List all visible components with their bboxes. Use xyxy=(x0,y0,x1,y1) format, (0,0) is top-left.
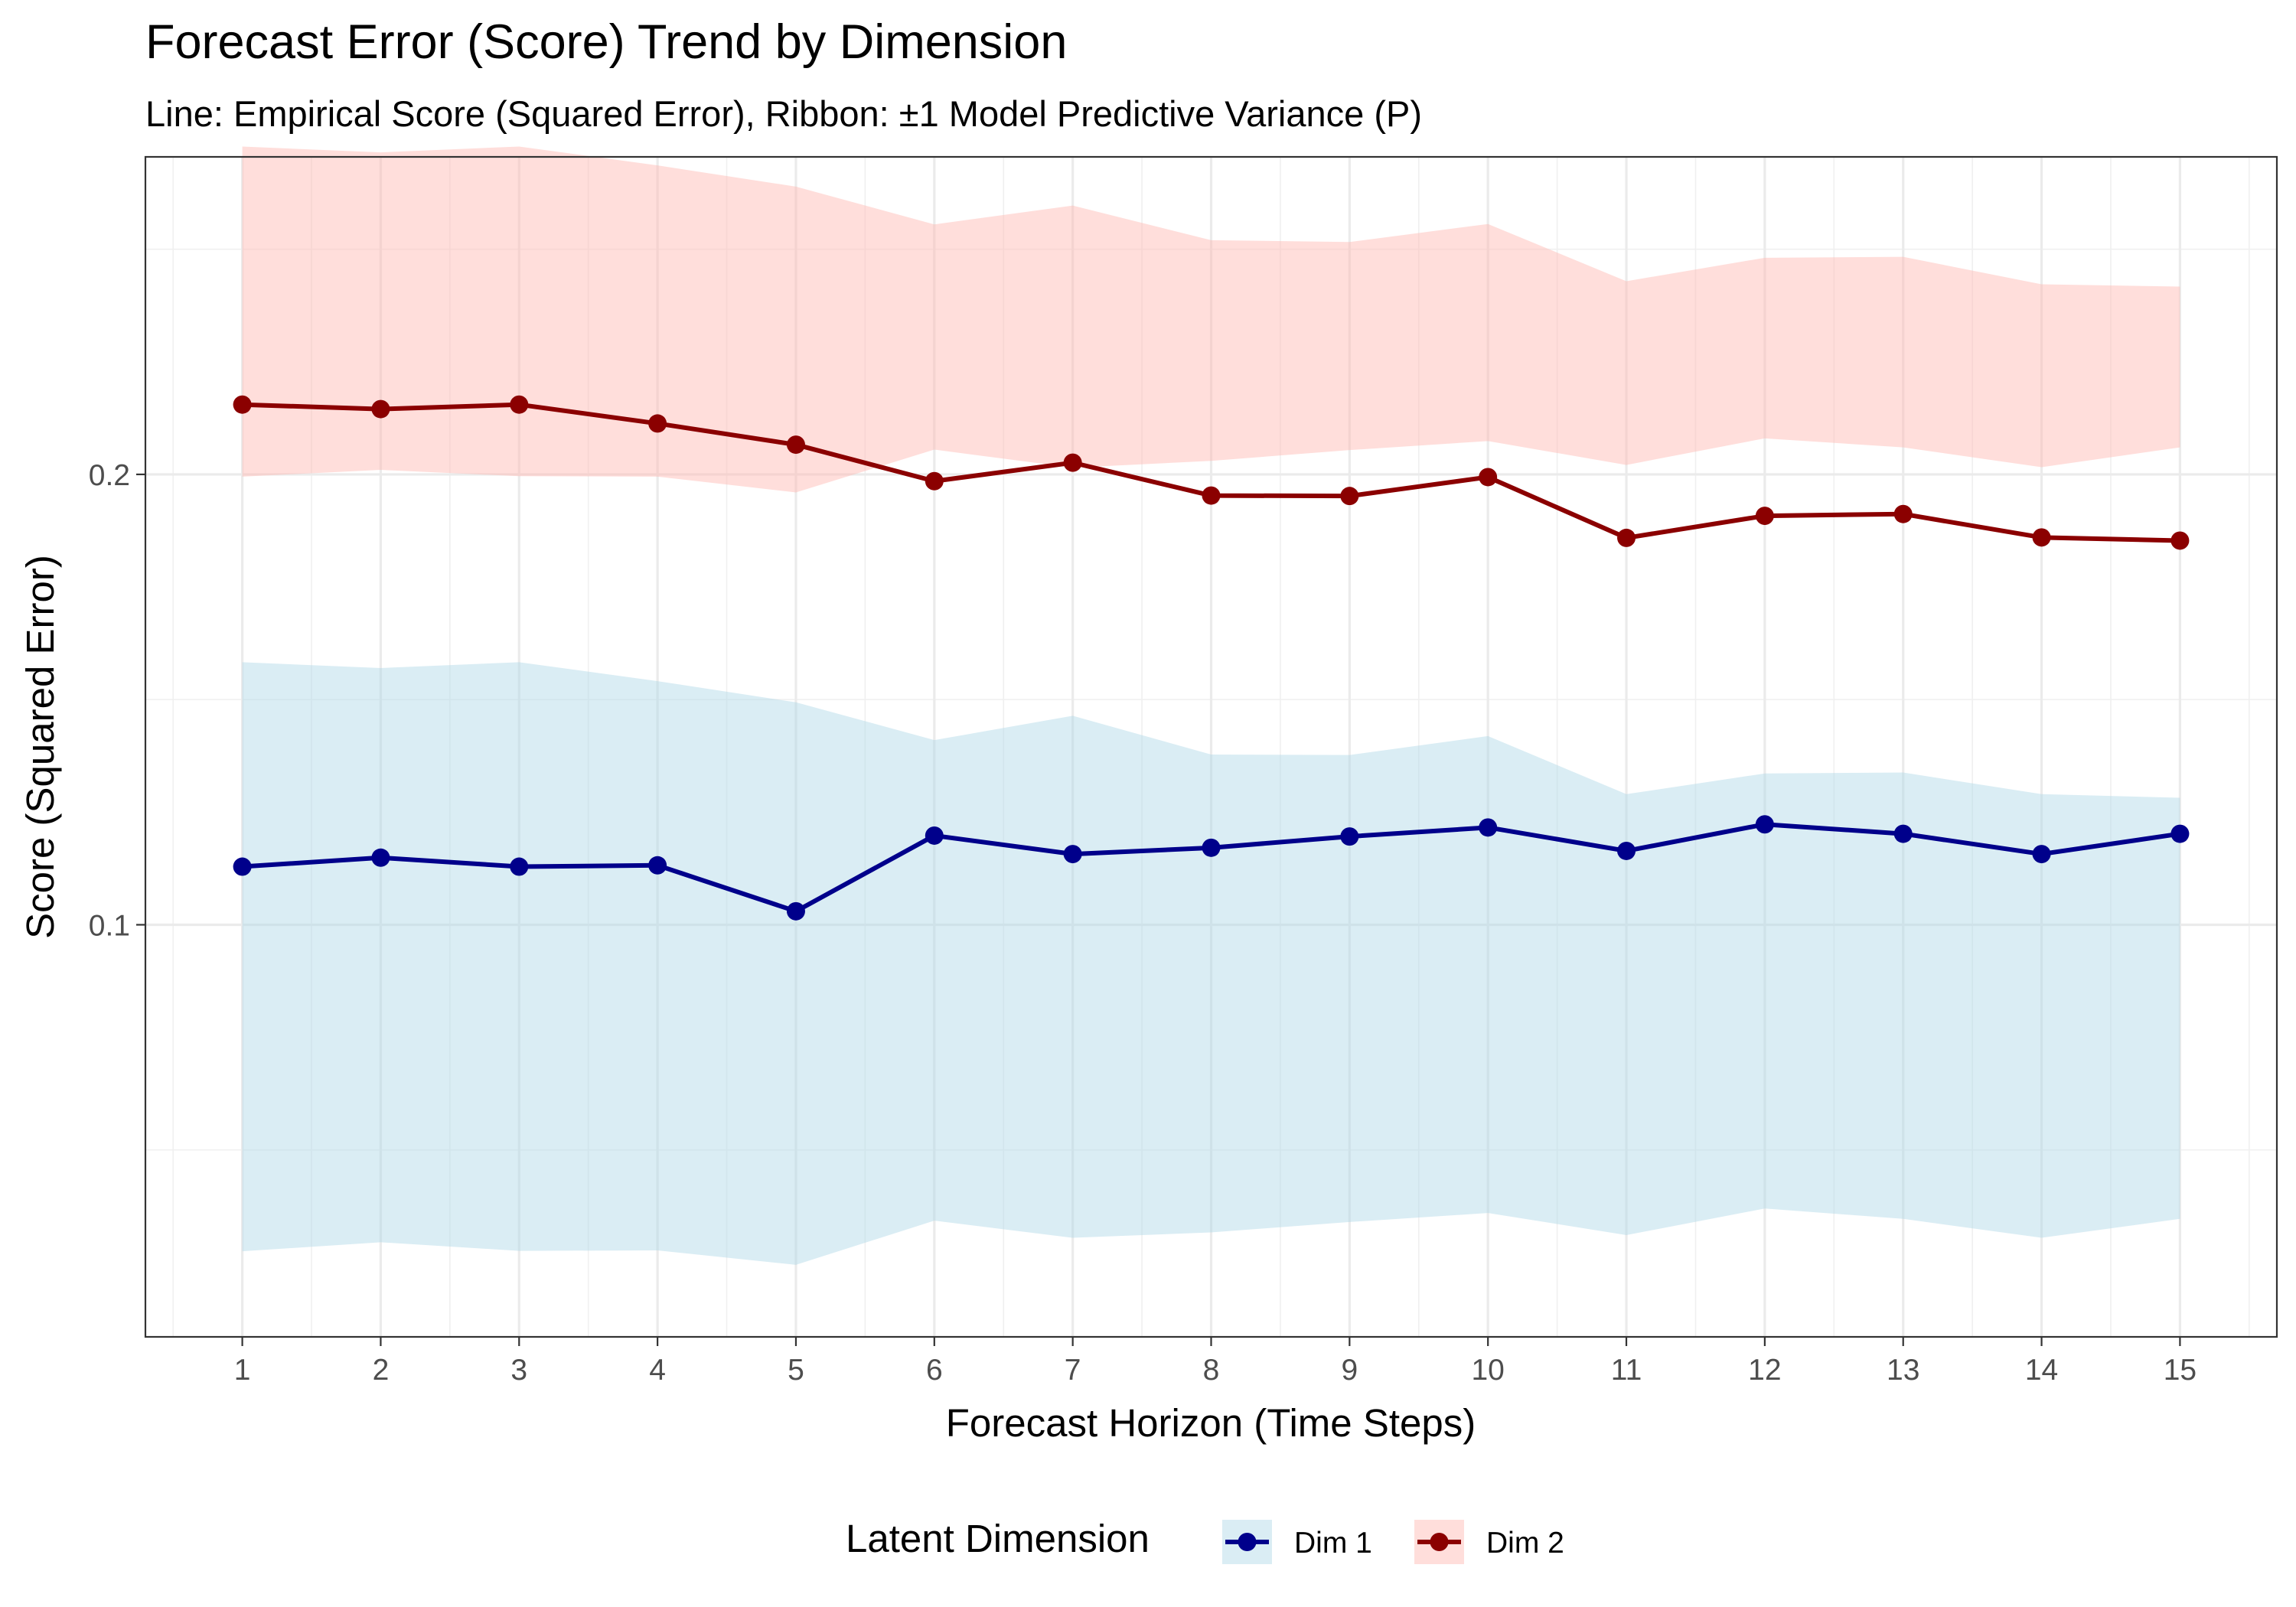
x-tick-label: 9 xyxy=(1341,1354,1358,1387)
plot-area xyxy=(144,146,2278,1338)
x-tick-label: 8 xyxy=(1203,1354,1220,1387)
x-tick-label: 3 xyxy=(510,1354,527,1387)
data-point-series-1 xyxy=(1755,815,1774,834)
data-point-series-1 xyxy=(371,848,390,867)
data-point-series-2 xyxy=(1893,504,1913,523)
data-point-series-1 xyxy=(925,826,944,845)
data-point-series-1 xyxy=(1063,845,1082,864)
x-tick-label: 7 xyxy=(1065,1354,1081,1387)
x-tick-label: 13 xyxy=(1887,1354,1919,1387)
data-point-series-1 xyxy=(1202,838,1221,857)
data-point-series-2 xyxy=(925,471,944,491)
y-tick-label: 0.2 xyxy=(89,459,130,492)
data-point-series-1 xyxy=(786,901,805,921)
data-point-series-2 xyxy=(2032,528,2051,547)
ribbon-1 xyxy=(242,662,2180,1265)
data-point-series-2 xyxy=(1479,468,1498,487)
data-point-series-1 xyxy=(1617,841,1636,860)
chart-title: Forecast Error (Score) Trend by Dimensio… xyxy=(145,15,1067,69)
legend-title: Latent Dimension xyxy=(846,1517,1150,1560)
legend-key-point-2 xyxy=(1430,1533,1449,1551)
x-tick-label: 2 xyxy=(373,1354,390,1387)
data-point-series-2 xyxy=(510,395,529,414)
series-points xyxy=(233,395,2190,921)
x-tick-label: 4 xyxy=(649,1354,666,1387)
data-point-series-1 xyxy=(233,857,252,876)
x-tick-label: 10 xyxy=(1471,1354,1504,1387)
data-point-series-2 xyxy=(648,414,667,433)
data-point-series-2 xyxy=(1755,507,1774,526)
data-point-series-2 xyxy=(1617,528,1636,547)
x-tick-label: 1 xyxy=(234,1354,251,1387)
chart-subtitle: Line: Empirical Score (Squared Error), R… xyxy=(145,93,1422,134)
data-point-series-1 xyxy=(648,856,667,875)
y-tick-label: 0.1 xyxy=(89,909,130,942)
data-point-series-1 xyxy=(1893,824,1913,843)
data-point-series-2 xyxy=(2170,531,2190,550)
data-point-series-1 xyxy=(2170,824,2190,843)
ribbons xyxy=(242,146,2180,1265)
legend: Latent Dimension Dim 1 Dim 2 xyxy=(846,1517,1564,1564)
data-point-series-2 xyxy=(233,395,252,414)
legend-label-series-1: Dim 1 xyxy=(1294,1527,1372,1560)
axes: 1 2 3 4 5 6 7 8 9 10 11 12 13 14 150.10.2 xyxy=(89,459,2197,1387)
data-point-series-2 xyxy=(1063,453,1082,472)
data-point-series-1 xyxy=(1479,818,1498,837)
legend-key-point-1 xyxy=(1238,1533,1257,1551)
x-tick-label: 5 xyxy=(788,1354,804,1387)
grid-lines xyxy=(145,157,2277,1337)
data-point-series-1 xyxy=(2032,845,2051,864)
legend-items: Dim 1 Dim 2 xyxy=(1222,1520,1564,1564)
x-axis-title: Forecast Horizon (Time Steps) xyxy=(946,1401,1476,1445)
x-tick-label: 14 xyxy=(2025,1354,2058,1387)
x-tick-label: 15 xyxy=(2164,1354,2197,1387)
data-point-series-1 xyxy=(1340,827,1359,846)
data-point-series-2 xyxy=(1202,486,1221,505)
y-axis-title: Score (Squared Error) xyxy=(18,555,62,939)
x-tick-label: 12 xyxy=(1748,1354,1781,1387)
legend-label-series-2: Dim 2 xyxy=(1486,1527,1564,1560)
data-point-series-1 xyxy=(510,857,529,876)
data-point-series-2 xyxy=(786,435,805,455)
x-tick-label: 6 xyxy=(926,1354,943,1387)
data-point-series-2 xyxy=(1340,487,1359,506)
x-tick-label: 11 xyxy=(1611,1354,1642,1387)
ribbon-2 xyxy=(242,146,2180,493)
data-point-series-2 xyxy=(371,399,390,419)
